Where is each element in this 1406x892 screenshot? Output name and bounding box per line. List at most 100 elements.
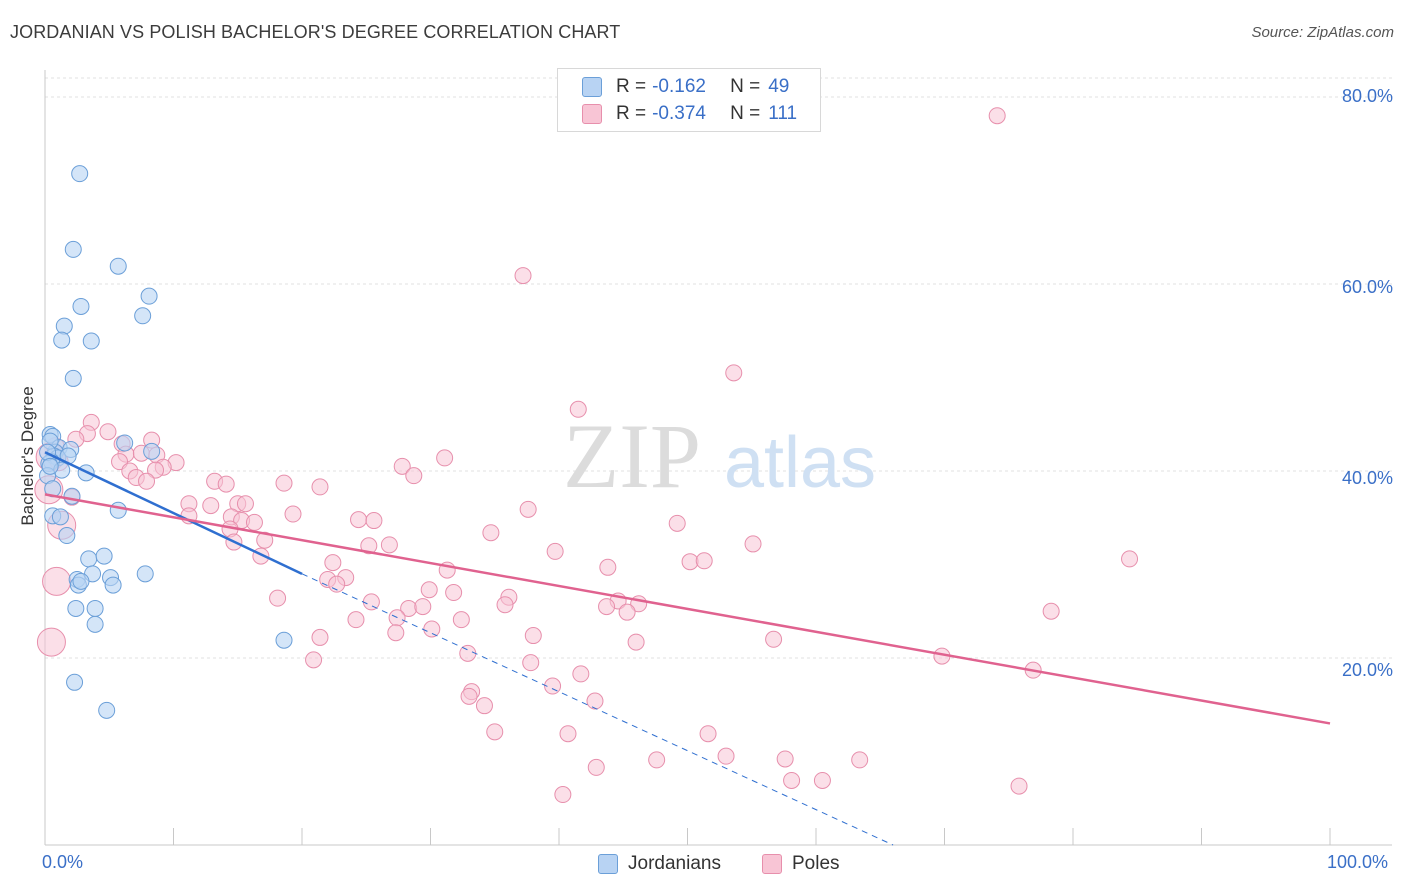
jordanians-point [55,317,73,335]
poles-point [324,554,342,572]
jordanians-point [143,442,161,460]
poles-point [236,495,254,513]
r-label: R = [616,103,647,124]
y-tick-label: 60.0% [1341,277,1393,297]
poles-point [572,665,590,683]
poles-point [744,535,762,553]
poles-point [452,611,470,629]
x-tick-label-min: 0.0% [42,852,84,872]
poles-point [1121,550,1139,568]
poles-point [460,687,478,705]
jordanians-trend-line [44,451,303,575]
source-label: Source: ZipAtlas.com [1251,24,1394,41]
n-value: 49 [768,76,790,97]
poles-point [36,627,66,657]
legend-label-poles: Poles [792,853,840,874]
n-label: N = [730,76,761,97]
poles-point [544,677,562,695]
jordanians-point [51,508,69,526]
poles-point [387,624,405,642]
x-tick-label-max: 100.0% [1327,852,1389,872]
poles-point [586,692,604,710]
poles-point [813,771,831,789]
jordanians-point [64,369,82,387]
y-tick-label: 80.0% [1341,86,1393,106]
poles-point [514,267,532,285]
poles-legend-swatch [762,854,782,874]
legend-row-poles: R = -0.374 N = 111 [582,103,797,125]
stats-legend: R = -0.162 N = 49 R = -0.374 N = 111 [557,68,821,132]
poles-trend-line [44,493,1331,725]
jordanians-point [58,527,76,545]
jordanians-point [66,673,84,691]
poles-point [776,750,794,768]
jordanians-swatch [582,77,602,97]
poles-point [851,751,869,769]
legend-row-jordanians: R = -0.162 N = 49 [582,76,789,98]
jordanians-point [136,565,154,583]
poles-point [783,771,801,789]
poles-point [1010,777,1028,795]
poles-point [256,531,274,549]
axes [44,70,1392,846]
poles-point [554,786,572,804]
jordanians-point [72,572,90,590]
y-tick-label: 40.0% [1341,468,1393,488]
poles-point [275,474,293,492]
jordanians-point [134,307,152,325]
jordanians-point [67,599,85,617]
poles-point [695,552,713,570]
poles-point [305,651,323,669]
poles-point [245,513,263,531]
poles-point [717,747,735,765]
poles-point [217,475,235,493]
watermark-atlas: atlas [724,423,876,503]
poles-point [347,611,365,629]
poles-point [524,627,542,645]
poles-point [681,553,699,571]
poles-point [362,593,380,611]
poles-point [380,536,398,554]
poles-swatch [582,104,602,124]
poles-point [138,472,156,490]
poles-point [405,467,423,485]
legend-label-jordanians: Jordanians [628,853,721,874]
jordanians-point [275,631,293,649]
legend-item-poles[interactable]: Poles [762,853,840,875]
poles-point [618,603,636,621]
poles-point [436,449,454,467]
poles-point [598,598,616,616]
poles-point [587,758,605,776]
poles-point [559,725,577,743]
jordanians-point [82,332,100,350]
poles-point [42,566,72,596]
watermark-zip: ZIP [563,405,701,507]
jordanians-point [95,547,113,565]
poles-point [393,457,411,475]
poles-point [202,497,220,515]
poles-point [445,584,463,602]
jordanians-point [109,257,127,275]
series-legend: Jordanians Poles [0,852,1406,876]
r-value: -0.162 [652,76,706,97]
poles-point [988,107,1006,125]
poles-point [522,654,540,672]
watermark: ZIP atlas [563,405,876,507]
poles-point [599,558,617,576]
poles-point [99,423,117,441]
poles-point [546,542,564,560]
jordanians-point [86,599,104,617]
chart-title: JORDANIAN VS POLISH BACHELOR'S DEGREE CO… [10,22,621,42]
jordanians-point [63,487,81,505]
jordanians-point [72,297,90,315]
jordanians-point [80,550,98,568]
jordanians-point [41,457,59,475]
jordanians-point [116,434,134,452]
poles-point [699,725,717,743]
poles-point [365,512,383,530]
jordanians-point [98,701,116,719]
legend-item-jordanians[interactable]: Jordanians [598,853,721,875]
jordanians-point [71,165,89,183]
jordanians-point [109,501,127,519]
